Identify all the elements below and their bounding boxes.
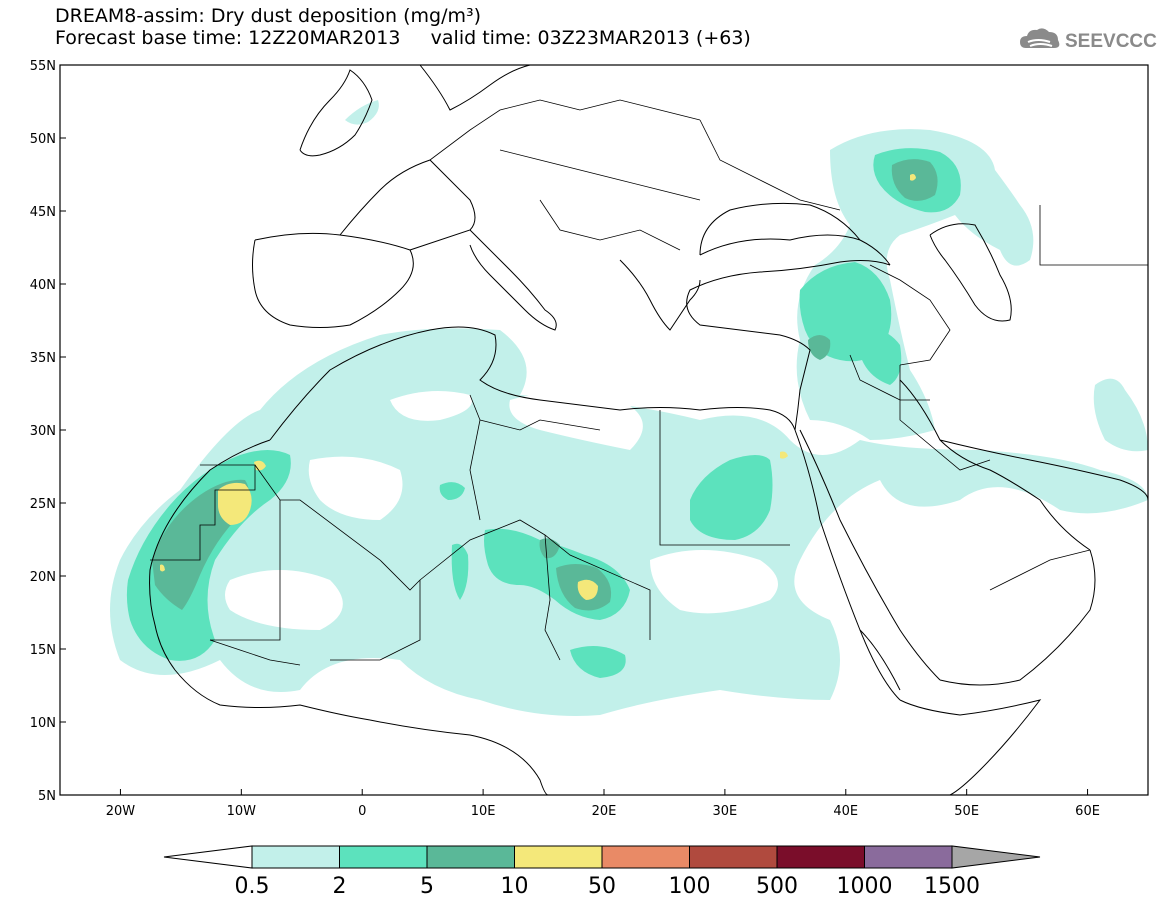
country-borders <box>150 99 1148 666</box>
coast-arabia-west <box>859 629 901 691</box>
lat-tick-label: 55N <box>30 59 56 74</box>
clear-area-sudan <box>650 550 778 614</box>
colorbar-label: 1500 <box>924 874 980 899</box>
dust-region-tibesti-10 <box>577 579 598 600</box>
lat-tick-label: 20N <box>30 570 56 585</box>
dust-region-niger-2 <box>451 543 469 600</box>
coast-west-africa <box>149 439 371 721</box>
clear-area-sahel <box>225 570 343 630</box>
latitude-axis: 55N 50N 45N 40N 35N 30N 25N 20N 15N 10N 5N <box>30 59 66 804</box>
dust-region-senegal-10 <box>160 564 165 572</box>
coast-scandinavia <box>419 64 531 111</box>
lon-tick-label: 50E <box>954 804 979 819</box>
colorbar-label: 10 <box>501 874 529 899</box>
colorbar-label: 50 <box>588 874 616 899</box>
lon-tick-label: 10W <box>227 804 257 819</box>
forecast-time-subtitle: Forecast base time: 12Z20MAR2013 valid t… <box>55 27 751 49</box>
lat-tick-label: 10N <box>30 716 56 731</box>
coast-horn-africa <box>899 699 1042 796</box>
colorbar-label: 2 <box>333 874 347 899</box>
coast-gulf-guinea <box>369 719 549 796</box>
coast-arabia-south <box>939 549 1096 686</box>
coast-turkey <box>686 260 891 336</box>
coast-greece <box>619 259 701 331</box>
dust-fields <box>110 100 1148 716</box>
longitude-axis: 20W 10W 0 10E 20E 30E 40E 50E 60E <box>106 789 1100 819</box>
dust-region-levant-5 <box>808 335 831 360</box>
colorbar-below-triangle <box>163 845 253 869</box>
dust-region-uk-light <box>345 100 379 125</box>
lon-tick-label: 10E <box>471 804 496 819</box>
lon-tick-label: 30E <box>713 804 738 819</box>
lat-tick-label: 50N <box>30 132 56 147</box>
lon-tick-label: 20E <box>592 804 617 819</box>
dust-region-caspian-5 <box>891 159 938 201</box>
colorbar-segment <box>251 845 340 869</box>
logo-text: SEEVCCC <box>1065 31 1157 52</box>
dust-region-syria-2 <box>862 329 902 385</box>
coast-persian-gulf <box>899 379 1091 551</box>
dust-region-algeria-2 <box>439 482 465 500</box>
dust-region-persian-light <box>1093 378 1148 452</box>
lat-tick-label: 35N <box>30 351 56 366</box>
colorbar-segment <box>689 845 778 869</box>
coastlines <box>149 64 1149 796</box>
cloud-logo-icon: SEEVCCC <box>1020 28 1157 52</box>
clear-area-libya <box>509 392 643 450</box>
colorbar-segment <box>339 845 428 869</box>
colorbar-above-triangle <box>951 845 1041 869</box>
lat-tick-label: 15N <box>30 643 56 658</box>
coast-north-africa <box>269 326 796 441</box>
colorbar-segment <box>514 845 603 869</box>
coast-caspian <box>929 223 1012 322</box>
lon-tick-label: 40E <box>833 804 858 819</box>
dust-region-caucasus-light <box>796 129 1034 440</box>
colorbar-segment <box>601 845 690 869</box>
map-frame <box>59 64 1149 796</box>
clear-area-algeria <box>390 391 472 421</box>
coast-black-sea <box>699 202 891 266</box>
clear-area-mali <box>308 456 403 520</box>
colorbar-label: 0.5 <box>235 874 270 899</box>
lat-tick-label: 40N <box>30 278 56 293</box>
lat-tick-label: 25N <box>30 497 56 512</box>
coast-iran <box>939 439 1149 501</box>
colorbar-label: 1000 <box>837 874 893 899</box>
map-title: DREAM8-assim: Dry dust deposition (mg/m³… <box>55 5 482 27</box>
colorbar-segment <box>864 845 953 869</box>
lon-tick-label: 20W <box>106 804 136 819</box>
lon-tick-label: 60E <box>1075 804 1100 819</box>
coast-italy <box>469 229 557 331</box>
coast-red-sea-east <box>799 429 941 681</box>
coast-uk <box>299 69 373 157</box>
coast-red-sea-west <box>794 429 901 701</box>
colorbar-label: 100 <box>669 874 711 899</box>
dust-region-sahara-10 <box>218 482 252 525</box>
dust-region-sahara-light <box>110 328 1148 716</box>
dust-region-egypt-2 <box>690 455 773 540</box>
colorbar-segment <box>776 845 865 869</box>
dust-region-sinai-10 <box>780 451 788 459</box>
colorbar: 0.5 2 5 10 50 100 500 1000 1500 <box>163 845 1041 899</box>
colorbar-segment <box>426 845 515 869</box>
lon-tick-label: 0 <box>358 804 366 819</box>
colorbar-label: 500 <box>756 874 798 899</box>
seevccc-logo: SEEVCCC <box>1018 24 1158 56</box>
coast-france <box>339 159 476 251</box>
dust-region-sudan-2 <box>570 646 626 678</box>
lat-tick-label: 45N <box>30 205 56 220</box>
dust-region-caspian-10 <box>910 174 916 181</box>
dust-region-mauritania-2 <box>160 629 205 652</box>
lat-tick-label: 5N <box>38 789 56 804</box>
colorbar-label: 5 <box>420 874 434 899</box>
lat-tick-label: 30N <box>30 424 56 439</box>
coast-levant <box>779 334 811 431</box>
